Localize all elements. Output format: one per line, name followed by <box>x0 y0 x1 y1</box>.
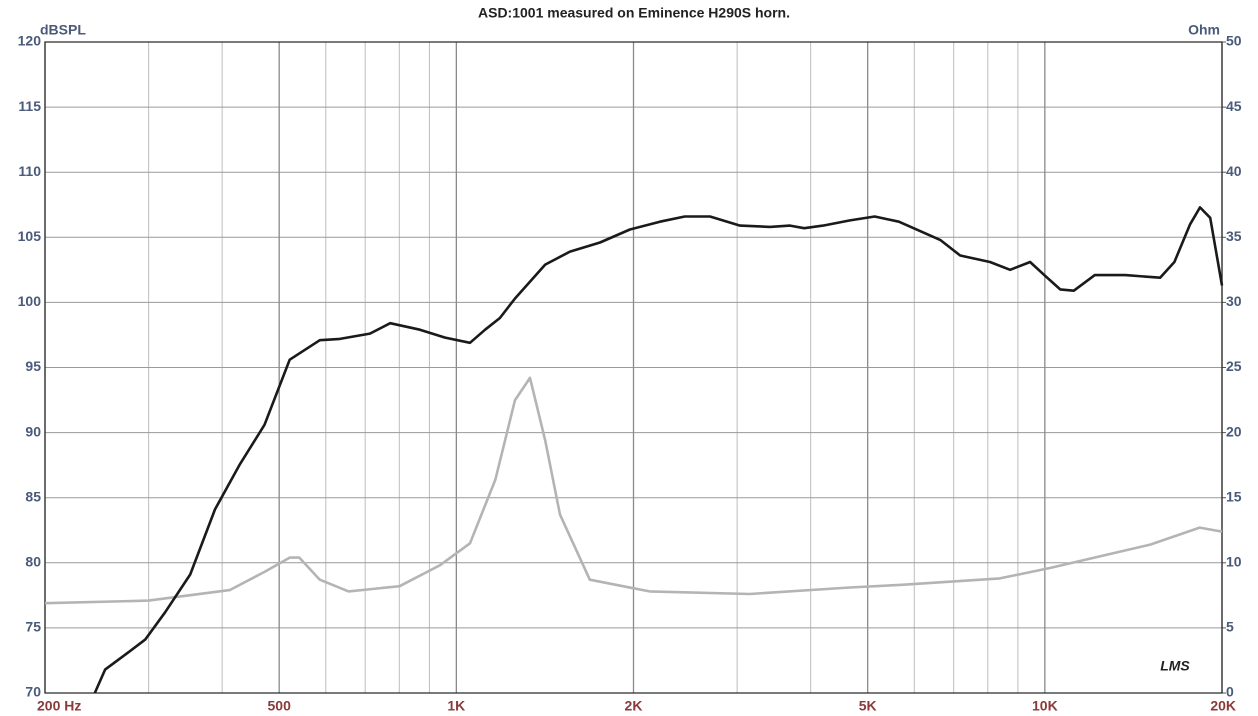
y-tick-label: 115 <box>18 98 41 114</box>
chart-title: ASD:1001 measured on Eminence H290S horn… <box>478 5 790 21</box>
y2-tick-label: 5 <box>1226 619 1234 635</box>
logo: LMS <box>1160 658 1190 674</box>
y-tick-label: 105 <box>18 228 42 244</box>
y2-tick-label: 40 <box>1226 163 1242 179</box>
x-tick-label: 500 <box>268 698 292 714</box>
y2-tick-label: 30 <box>1226 293 1242 309</box>
x-tick-label: 20K <box>1210 698 1236 714</box>
y-tick-label: 80 <box>25 554 41 570</box>
y2-tick-label: 0 <box>1226 684 1234 700</box>
y2-tick-label: 15 <box>1226 488 1242 504</box>
y2-tick-label: 50 <box>1226 33 1242 49</box>
y2-tick-label: 35 <box>1226 228 1242 244</box>
y-tick-label: 110 <box>18 163 41 179</box>
plot-border <box>44 41 1223 694</box>
x-tick-label: 2K <box>625 698 643 714</box>
y-tick-label: 85 <box>25 488 41 504</box>
y-tick-label: 75 <box>25 619 41 635</box>
series-line <box>44 376 1223 605</box>
x-tick-label: 1K <box>447 698 465 714</box>
y2-tick-label: 25 <box>1226 358 1242 374</box>
y2-axis-label: Ohm <box>1188 22 1220 38</box>
x-tick-label: 200 Hz <box>37 698 81 714</box>
y-tick-label: 120 <box>18 33 42 49</box>
series-line <box>93 206 1224 694</box>
x-tick-label: 10K <box>1032 698 1058 714</box>
y-axis-label: dBSPL <box>40 22 86 38</box>
x-tick-label: 5K <box>859 698 877 714</box>
y2-tick-label: 20 <box>1226 423 1242 439</box>
y-tick-label: 70 <box>25 684 41 700</box>
y2-tick-label: 45 <box>1226 98 1242 114</box>
y2-tick-label: 10 <box>1226 554 1242 570</box>
y-tick-label: 90 <box>25 423 41 439</box>
y-tick-label: 100 <box>18 293 42 309</box>
y-tick-label: 95 <box>25 358 41 374</box>
